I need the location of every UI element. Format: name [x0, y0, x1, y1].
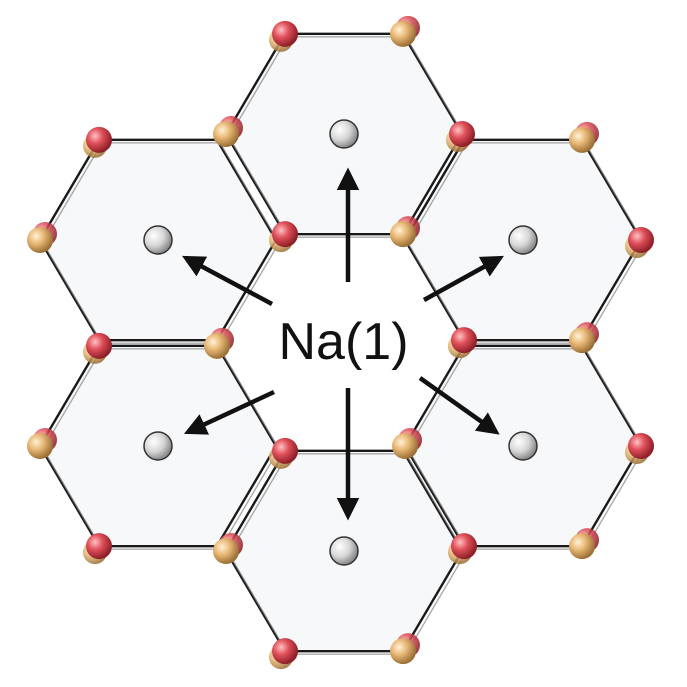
direction-arrow-5	[183, 389, 275, 435]
tan-atom	[204, 332, 230, 359]
bond-line	[215, 445, 278, 547]
tan-atom	[569, 126, 595, 153]
direction-arrow-3	[418, 376, 500, 435]
bond-line-shadow	[584, 348, 645, 450]
bond-line	[38, 239, 101, 341]
tan-atom	[213, 538, 239, 564]
red-atom	[86, 126, 112, 153]
bond-line	[403, 239, 466, 341]
tan-atom	[390, 221, 416, 248]
bond-line	[224, 133, 287, 235]
red-atom	[451, 327, 477, 354]
bond-line-shadow	[42, 448, 103, 550]
bond-line	[401, 33, 464, 135]
bond-line	[401, 450, 464, 552]
tan-atom	[27, 433, 53, 459]
bond-line	[215, 139, 278, 241]
red-atom	[449, 121, 475, 147]
channel-atom-1	[329, 119, 359, 149]
channel-atom-2	[508, 225, 538, 255]
channel-atom-5	[143, 431, 173, 461]
red-atom	[272, 437, 298, 464]
red-atom	[272, 221, 298, 248]
red-atom	[628, 433, 654, 459]
channel-atom-3	[508, 431, 538, 461]
red-atom	[451, 533, 477, 560]
direction-arrow-2	[422, 255, 504, 302]
bond-line-shadow	[228, 136, 289, 238]
atom-layer	[27, 15, 654, 670]
tan-atom	[390, 20, 416, 47]
bond-line	[224, 550, 287, 652]
tan-atom	[569, 327, 595, 354]
bond-line-shadow	[407, 448, 468, 550]
bond-line	[403, 445, 466, 547]
bond-line-shadow	[219, 448, 280, 550]
red-atom	[628, 227, 654, 253]
red-atom	[86, 533, 112, 560]
bond-line-shadow	[228, 553, 289, 655]
tan-atom	[213, 121, 239, 147]
tan-atom	[392, 433, 418, 459]
red-atom	[86, 332, 112, 359]
bond-line-shadow	[405, 36, 466, 138]
red-atom	[272, 638, 298, 665]
channel-atom-6	[143, 225, 173, 255]
red-atom	[272, 20, 298, 47]
arrow-layer	[182, 167, 504, 521]
bond-line	[580, 345, 643, 447]
tan-atom	[390, 638, 416, 665]
bond-line-shadow	[584, 142, 645, 244]
bond-line-shadow	[42, 242, 103, 344]
bond-line-shadow	[219, 348, 280, 450]
bond-line	[38, 445, 101, 547]
channel-atom-layer	[143, 119, 538, 566]
direction-arrow-6	[182, 255, 274, 306]
channel-atom-4	[329, 536, 359, 566]
bond-line	[215, 345, 278, 447]
bond-line-shadow	[219, 142, 280, 244]
tan-atom	[569, 533, 595, 560]
tan-atom	[27, 227, 53, 253]
bond-line	[580, 139, 643, 241]
